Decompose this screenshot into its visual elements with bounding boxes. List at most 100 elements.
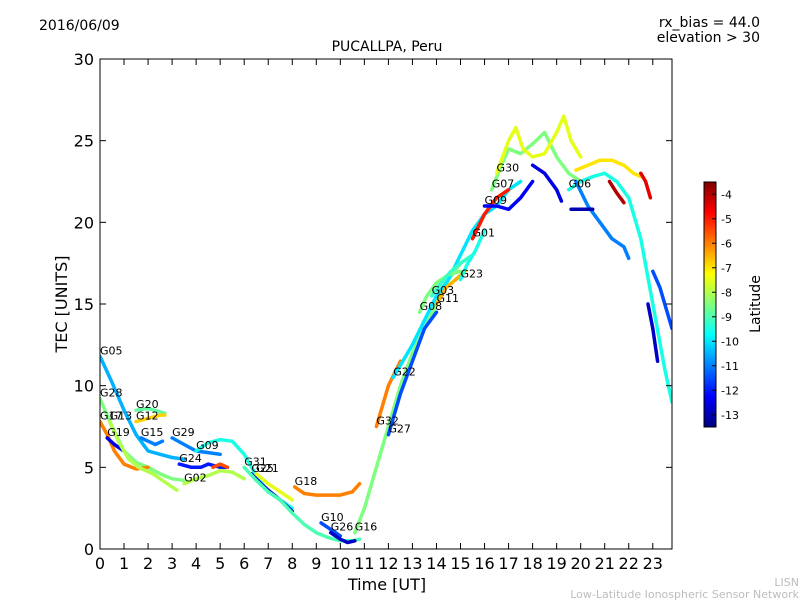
plot-area [99, 58, 673, 550]
series-g18 [292, 481, 362, 497]
series-g-d [530, 163, 564, 203]
x-tick-label: 18 [522, 554, 542, 573]
series-g10 [319, 521, 343, 538]
series-g-g [646, 302, 660, 363]
colorbar-tick-label: -12 [721, 384, 739, 397]
series-g27 [386, 310, 439, 437]
series-label: G09 [196, 439, 219, 452]
colorbar-tick-label: -4 [721, 188, 732, 201]
x-tick-label: 3 [167, 554, 177, 573]
series-label: G31 [244, 455, 267, 468]
series-g-c [574, 179, 631, 261]
series-g24 [177, 462, 230, 470]
series-g08 [417, 269, 463, 314]
colorbar-title: Latitude [748, 275, 764, 333]
chart-title: PUCALLPA, Peru [332, 39, 443, 55]
series-g09 [482, 179, 535, 212]
series-label: G30 [497, 161, 520, 174]
x-tick-label: 9 [311, 554, 321, 573]
series-label: G27 [388, 423, 411, 436]
x-tick-label: 17 [498, 554, 518, 573]
date-label: 2016/06/09 [39, 18, 120, 34]
footer-network: Low-Latitude Ionospheric Sensor Network [570, 588, 799, 600]
x-tick-label: 15 [450, 554, 470, 573]
x-tick-label: 21 [595, 554, 615, 573]
footer-lisn: LISN [774, 576, 799, 589]
series-g26 [328, 530, 357, 545]
rx-bias-label: rx_bias = 44.0 [659, 15, 760, 31]
x-tick-label: 20 [570, 554, 590, 573]
y-tick-label: 15 [74, 295, 94, 314]
x-tick-label: 2 [143, 554, 153, 573]
series-g05 [100, 354, 186, 461]
series-g30 [494, 114, 583, 176]
series-label: G20 [136, 398, 159, 411]
colorbar: -4 -5 -6 -7 -8 -9 -10 -11 -12 -13 Latitude [703, 181, 764, 428]
series-label: G21 [256, 462, 279, 475]
x-tick-label: 19 [546, 554, 566, 573]
series-label: G10 [321, 511, 344, 524]
y-tick-label: 10 [74, 377, 94, 396]
series-label: G17 [100, 410, 123, 423]
colorbar-tick-label: -9 [721, 311, 732, 324]
series-g-h [607, 179, 626, 205]
colorbar-tick-label: -8 [721, 286, 732, 299]
x-tick-label: 7 [263, 554, 273, 573]
x-tick-label: 1 [119, 554, 129, 573]
series-g15 [139, 436, 165, 447]
x-tick-label: 13 [402, 554, 422, 573]
y-tick-label: 0 [84, 540, 94, 559]
colorbar-tick-label: -6 [721, 237, 732, 250]
series-g-f [651, 269, 672, 331]
series-g12 [134, 413, 167, 424]
series-label: G05 [100, 344, 123, 357]
x-tick-label: 14 [426, 554, 446, 573]
y-tick-label: 5 [84, 458, 94, 477]
y-tick-label: 20 [74, 213, 94, 232]
x-tick-label: 23 [643, 554, 663, 573]
x-tick-label: 4 [191, 554, 201, 573]
series-g-a [574, 158, 643, 179]
colorbar-tick-label: -13 [721, 409, 739, 422]
series-g06 [566, 171, 672, 404]
series-g20 [134, 406, 167, 416]
x-tick-label: 10 [330, 554, 350, 573]
series-label: G11 [436, 292, 459, 305]
series-label: G18 [295, 475, 318, 488]
x-tick-label: 16 [474, 554, 494, 573]
x-tick-label: 12 [378, 554, 398, 573]
x-axis-title: Time [UT] [347, 575, 426, 594]
series-label: G01 [473, 227, 496, 240]
series-g07 [489, 130, 583, 192]
series-label: G15 [141, 426, 164, 439]
series-g23 [458, 228, 487, 282]
series-label: G22 [393, 366, 416, 379]
colorbar-tick-label: -5 [721, 213, 732, 226]
series-label: G08 [420, 300, 443, 313]
colorbar-tick-label: -11 [721, 360, 739, 373]
x-tick-label: 6 [239, 554, 249, 573]
y-tick-label: 30 [74, 50, 94, 69]
x-tick-label: 11 [354, 554, 374, 573]
series-label: G29 [172, 426, 195, 439]
series-label: G12 [136, 410, 159, 423]
series-label: G03 [432, 284, 455, 297]
series-g-b [639, 171, 653, 200]
series-g02 [182, 468, 246, 486]
x-tick-label: 5 [215, 554, 225, 573]
series-label: G09 [485, 194, 508, 207]
series-label: G25 [251, 462, 274, 475]
series-g-i [211, 462, 230, 470]
x-tick-label: 8 [287, 554, 297, 573]
series-g21 [254, 472, 295, 502]
x-tick-label: 0 [95, 554, 105, 573]
elevation-label: elevation > 30 [657, 30, 760, 46]
series-g03 [429, 253, 475, 298]
series-label: G06 [569, 178, 592, 191]
colorbar-tick-label: -10 [721, 335, 739, 348]
series-label: G13 [110, 410, 133, 423]
series-label: G07 [492, 178, 515, 191]
y-axis-title: TEC [UNITS] [52, 256, 71, 354]
series-label: G28 [100, 387, 123, 400]
